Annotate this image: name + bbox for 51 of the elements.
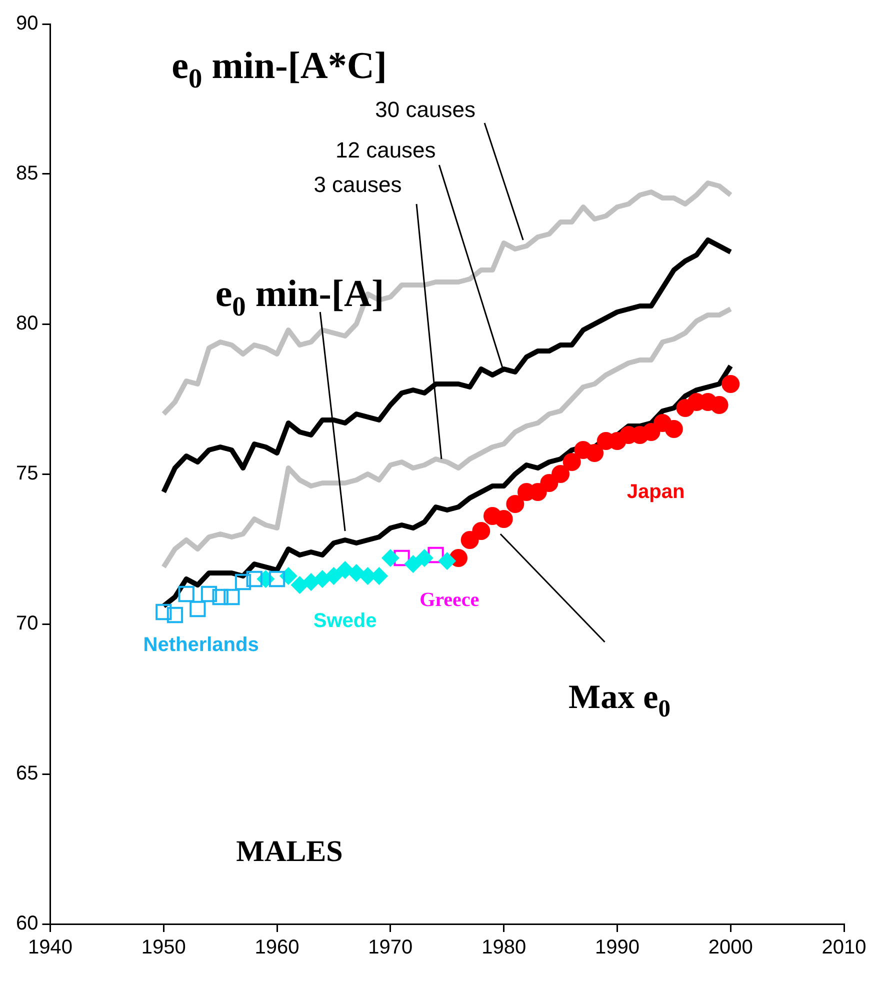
point xyxy=(494,510,513,528)
y-tick-label: 70 xyxy=(16,612,38,635)
point xyxy=(290,576,309,594)
y-tick-label: 60 xyxy=(16,912,38,935)
point xyxy=(586,444,604,462)
annotation: MALES xyxy=(236,835,343,868)
point xyxy=(722,375,740,393)
point xyxy=(552,465,570,483)
point xyxy=(268,570,286,588)
point xyxy=(428,546,444,564)
point xyxy=(190,600,206,618)
x-tick-label: 2000 xyxy=(708,936,753,959)
y-tick-label: 80 xyxy=(16,312,38,335)
series-label: Japan xyxy=(626,481,685,503)
point xyxy=(404,555,422,573)
x-tick-label: 1950 xyxy=(141,936,186,959)
y-tick-label: 75 xyxy=(16,462,38,485)
point xyxy=(394,550,410,566)
x-tick-label: 1940 xyxy=(28,936,72,959)
text: 3 causes xyxy=(314,172,402,197)
point xyxy=(246,570,262,588)
point xyxy=(664,420,683,438)
point xyxy=(710,396,728,414)
y-tick-label: 65 xyxy=(16,762,38,785)
point xyxy=(506,495,524,513)
text: 30 causes xyxy=(375,97,476,122)
y-tick-label: 85 xyxy=(16,162,38,185)
point xyxy=(178,586,194,602)
x-tick-label: 2010 xyxy=(822,936,866,959)
y-tick-label: 90 xyxy=(16,12,38,35)
x-tick-label: 1970 xyxy=(368,936,413,959)
series-label: Greece xyxy=(420,589,480,611)
point xyxy=(234,574,252,590)
point xyxy=(200,586,218,602)
point xyxy=(156,604,172,620)
x-tick-label: 1960 xyxy=(254,936,300,959)
x-tick-label: 1990 xyxy=(594,936,640,959)
point xyxy=(472,522,490,540)
point xyxy=(324,567,343,585)
series-label: Netherlands xyxy=(143,634,259,656)
point xyxy=(438,552,456,570)
point xyxy=(224,588,240,606)
point xyxy=(415,549,434,567)
point xyxy=(166,606,184,624)
point xyxy=(562,453,581,471)
text: 12 causes xyxy=(335,138,436,162)
x-tick-label: 1980 xyxy=(482,936,526,959)
series-label: Swede xyxy=(313,610,377,632)
point xyxy=(212,588,228,606)
point xyxy=(540,474,558,492)
point xyxy=(381,549,400,567)
